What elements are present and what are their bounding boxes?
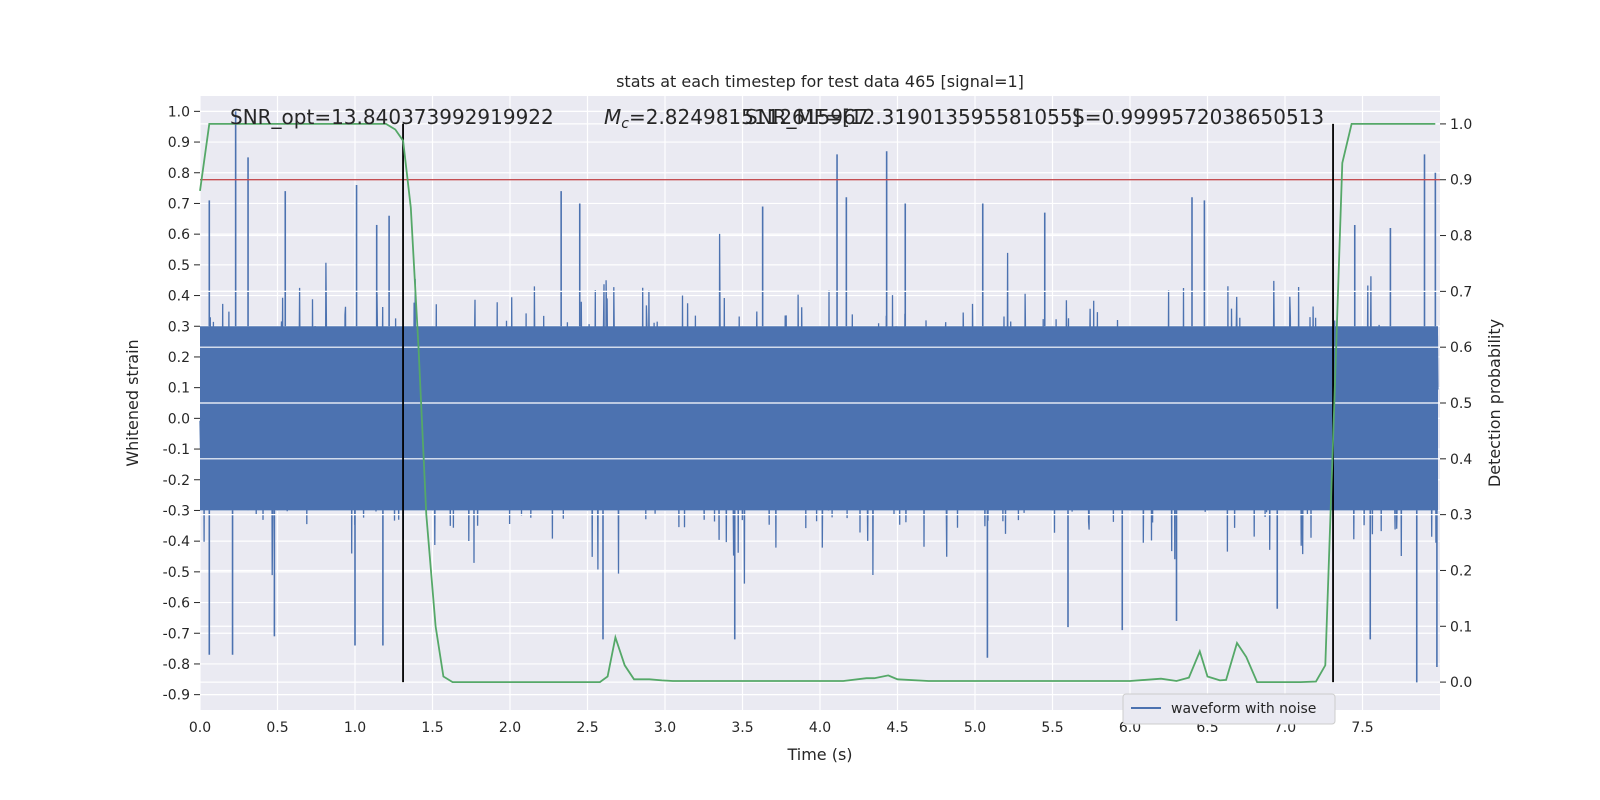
x-tick-label: 3.5 xyxy=(731,720,753,736)
x-tick-label: 0.0 xyxy=(189,720,211,736)
y2-tick-label: 1.0 xyxy=(1450,117,1472,133)
y-tick-label: -0.8 xyxy=(163,657,190,673)
x-tick-label: 1.0 xyxy=(344,720,366,736)
y-tick-label: 0.8 xyxy=(168,166,190,182)
y2-axis-label: Detection probability xyxy=(1485,319,1504,487)
y-tick-label: 1.0 xyxy=(168,104,190,120)
y2-tick-label: 0.0 xyxy=(1450,675,1472,691)
y2-tick-label: 0.1 xyxy=(1450,619,1472,635)
y2-tick-label: 0.5 xyxy=(1450,396,1472,412)
y-tick-label: 0.7 xyxy=(168,196,190,212)
annotation-snr-opt: SNR_opt=13.840373992919922 xyxy=(230,105,554,129)
y2-tick-label: 0.9 xyxy=(1450,173,1472,189)
waveform-core xyxy=(200,326,1438,511)
probability-line xyxy=(199,123,1436,683)
y-tick-label: 0.3 xyxy=(168,319,190,335)
event-lines xyxy=(402,123,1334,683)
y-tick-label: 0.4 xyxy=(168,289,190,305)
y-tick-label: 0.2 xyxy=(168,350,190,366)
y-tick-label: -0.5 xyxy=(163,565,190,581)
waveform-series xyxy=(199,111,1440,683)
x-tick-label: 4.0 xyxy=(809,720,831,736)
y2-tick-label: 0.2 xyxy=(1450,563,1472,579)
y-tick-label: -0.1 xyxy=(163,442,190,458)
y2-axis-ticks: 1.0 0.9 0.8 0.7 0.6 0.5 0.4 0.3 0.2 0.1 0.0 xyxy=(1440,117,1472,691)
x-tick-label: 1.5 xyxy=(421,720,443,736)
y-tick-label: 0.6 xyxy=(168,227,190,243)
x-tick-label: 5.5 xyxy=(1041,720,1063,736)
y-tick-label: 0.5 xyxy=(168,258,190,274)
y-tick-label: -0.4 xyxy=(163,534,190,550)
y-axis-label: Whitened strain xyxy=(123,339,142,466)
x-axis-label: Time (s) xyxy=(786,745,852,764)
y-tick-label: -0.7 xyxy=(163,626,190,642)
x-tick-label: 2.5 xyxy=(576,720,598,736)
x-tick-label: 5.0 xyxy=(964,720,986,736)
y2-tick-label: 0.8 xyxy=(1450,229,1472,245)
y-tick-label: -0.2 xyxy=(163,473,190,489)
x-tick-label: 0.5 xyxy=(266,720,288,736)
y-tick-label: 0.0 xyxy=(168,411,190,427)
legend: waveform with noise xyxy=(1122,693,1336,725)
annotation-snr-mf: SNR_MF=[12.319013595581055] xyxy=(745,105,1080,129)
legend-box xyxy=(1122,693,1336,725)
y-tick-label: -0.3 xyxy=(163,503,190,519)
chart-title: stats at each timestep for test data 465… xyxy=(616,72,1024,91)
annotation-score: S=0.9999572038650513 xyxy=(1072,105,1324,129)
y-tick-label: 0.1 xyxy=(168,381,190,397)
y-tick-label: -0.9 xyxy=(163,688,190,704)
y2-tick-label: 0.6 xyxy=(1450,340,1472,356)
x-tick-label: 4.5 xyxy=(886,720,908,736)
y-tick-label: 0.9 xyxy=(168,135,190,151)
y2-tick-label: 0.4 xyxy=(1450,452,1472,468)
y-tick-label: -0.6 xyxy=(163,596,190,612)
x-tick-label: 2.0 xyxy=(499,720,521,736)
legend-label-waveform: waveform with noise xyxy=(1171,701,1316,717)
y2-tick-label: 0.7 xyxy=(1450,284,1472,300)
y2-tick-label: 0.3 xyxy=(1450,508,1472,524)
annotation-chirp-mass: Mc=2.8249815112615967 xyxy=(604,105,868,132)
y-axis-ticks: 1.0 0.9 0.8 0.7 0.6 0.5 0.4 0.3 0.2 0.1 0.0 -0.1 -0.… xyxy=(163,104,200,704)
x-tick-label: 3.0 xyxy=(654,720,676,736)
x-tick-label: 7.5 xyxy=(1351,720,1373,736)
probability-series xyxy=(199,123,1436,683)
